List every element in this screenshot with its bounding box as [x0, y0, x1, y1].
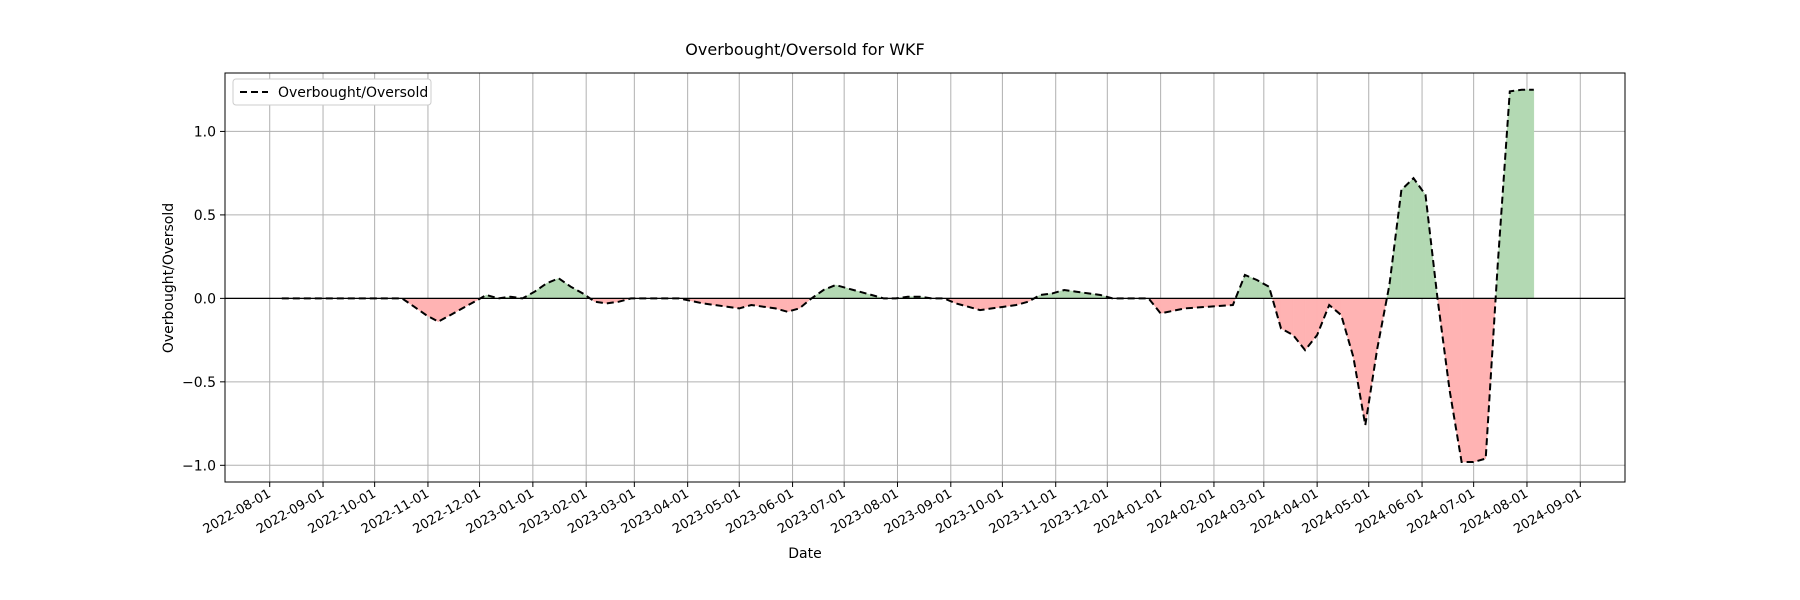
negative-area: [1184, 298, 1210, 309]
negative-area: [967, 298, 981, 311]
negative-area: [1160, 298, 1185, 314]
y-tick-label: −1.0: [182, 458, 216, 474]
y-tick-label: 1.0: [194, 124, 216, 140]
negative-area: [1316, 298, 1330, 336]
y-tick-label: 0.5: [194, 208, 216, 224]
negative-area: [1365, 298, 1378, 426]
positive-area: [1495, 264, 1498, 299]
series-line: [281, 88, 1534, 463]
chart-title: Overbought/Oversold for WKF: [685, 40, 924, 59]
x-axis-label: Date: [788, 546, 821, 562]
area-fills: [401, 89, 1535, 463]
negative-area: [1437, 298, 1450, 391]
legend: Overbought/Oversold: [232, 78, 432, 106]
negative-area: [450, 298, 463, 316]
plot-frame: [224, 72, 1626, 483]
positive-area: [1401, 177, 1414, 299]
positive-area: [1521, 89, 1535, 299]
positive-area: [1509, 89, 1523, 299]
x-axis: 2022-08-012022-09-012022-10-012022-11-01…: [201, 482, 1584, 537]
y-tick-label: −0.5: [182, 375, 216, 391]
negative-area: [1280, 298, 1294, 336]
negative-area: [1292, 298, 1306, 351]
negative-area: [1340, 298, 1354, 357]
negative-area: [413, 298, 427, 316]
y-tick-label: 0.0: [194, 291, 216, 307]
legend-label: Overbought/Oversold: [278, 85, 428, 101]
negative-area: [702, 298, 728, 308]
negative-area: [1461, 298, 1474, 463]
legend-box: [232, 78, 432, 106]
y-axis-label: Overbought/Oversold: [161, 203, 177, 353]
positive-area: [1413, 177, 1426, 299]
negative-area: [1449, 298, 1462, 463]
y-axis: 1.0 0.5 0.0 −0.5 −1.0: [182, 124, 225, 474]
negative-area: [1473, 298, 1486, 463]
